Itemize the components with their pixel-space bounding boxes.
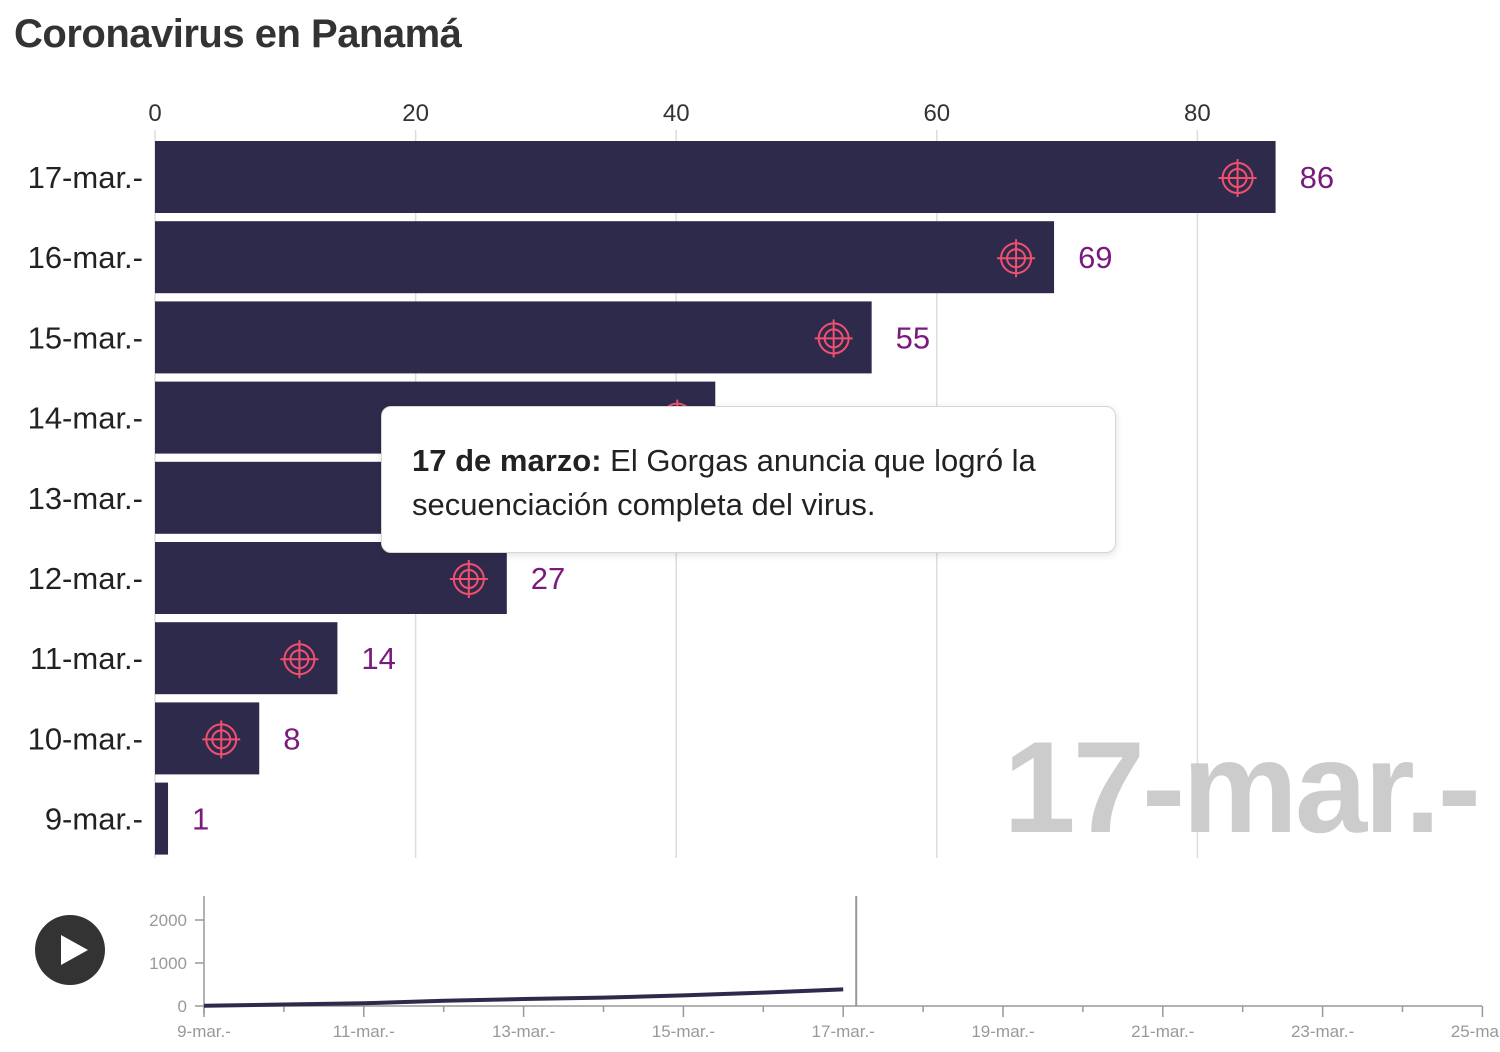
y-tick-label: 13-mar.- — [28, 481, 143, 516]
tooltip-text: El Gorgas anuncia que logró la secuencia… — [412, 443, 1036, 522]
y-tick-label: 17-mar.- — [28, 160, 143, 195]
x-tick-label: 60 — [923, 100, 950, 127]
target-icon — [1218, 159, 1257, 197]
x-tick-label: 20 — [402, 100, 429, 127]
x-tick-label: 9-mar.- — [177, 1022, 231, 1041]
y-tick-label: 12-mar.- — [28, 561, 143, 596]
y-tick-label: 9-mar.- — [45, 802, 143, 837]
bar-value-label: 1 — [192, 802, 209, 837]
y-tick-label: 16-mar.- — [28, 240, 143, 275]
x-tick-label: 40 — [663, 100, 690, 127]
x-tick-label: 25-mar.- — [1451, 1022, 1500, 1041]
x-tick-label: 17-mar.- — [812, 1022, 875, 1041]
x-tick-label: 21-mar.- — [1131, 1022, 1194, 1041]
target-icon — [814, 319, 853, 358]
play-icon — [61, 935, 88, 965]
event-tooltip: 17 de marzo: El Gorgas anuncia que logró… — [381, 406, 1116, 553]
play-button[interactable] — [35, 915, 105, 985]
x-tick-label: 13-mar.- — [492, 1022, 555, 1041]
x-tick-label: 80 — [1184, 100, 1211, 127]
target-icon — [280, 640, 319, 679]
x-tick-label: 15-mar.- — [652, 1022, 715, 1041]
timeline-chart[interactable]: 0 1000 2000 9-mar.- 11-mar.- 13-mar.- 15-mar.-… — [0, 880, 1500, 1052]
bar — [155, 141, 1276, 213]
series-line — [203, 987, 844, 1008]
y-tick-label: 1000 — [149, 954, 187, 973]
current-date-watermark: 17-mar.- — [1003, 714, 1481, 860]
x-tick-label: 19-mar.- — [971, 1022, 1034, 1041]
bar — [155, 221, 1055, 294]
x-tick-label: 11-mar.- — [333, 1022, 395, 1041]
bar — [155, 301, 872, 374]
target-icon — [449, 560, 488, 598]
y-tick-label: 2000 — [149, 911, 187, 930]
y-tick-label: 11-mar.- — [30, 641, 143, 676]
bar-value-label: 69 — [1078, 240, 1112, 275]
bar-value-label: 55 — [896, 320, 930, 355]
target-icon — [997, 239, 1036, 278]
bar-value-label: 27 — [531, 561, 565, 596]
y-tick-label: 14-mar.- — [28, 401, 143, 436]
x-tick-label: 23-mar.- — [1291, 1022, 1354, 1041]
chart-title: Coronavirus en Panamá — [14, 12, 462, 56]
bar — [155, 542, 507, 614]
y-tick-label: 0 — [178, 997, 187, 1016]
bar-value-label: 14 — [361, 641, 395, 676]
bar — [155, 782, 169, 855]
y-tick-label: 10-mar.- — [28, 721, 143, 756]
bar-value-label: 86 — [1300, 160, 1334, 195]
x-tick-label: 0 — [148, 100, 161, 127]
y-tick-label: 15-mar.- — [28, 320, 143, 355]
target-icon — [202, 720, 241, 759]
bar-value-label: 8 — [283, 721, 300, 756]
tooltip-date: 17 de marzo: — [412, 443, 602, 478]
